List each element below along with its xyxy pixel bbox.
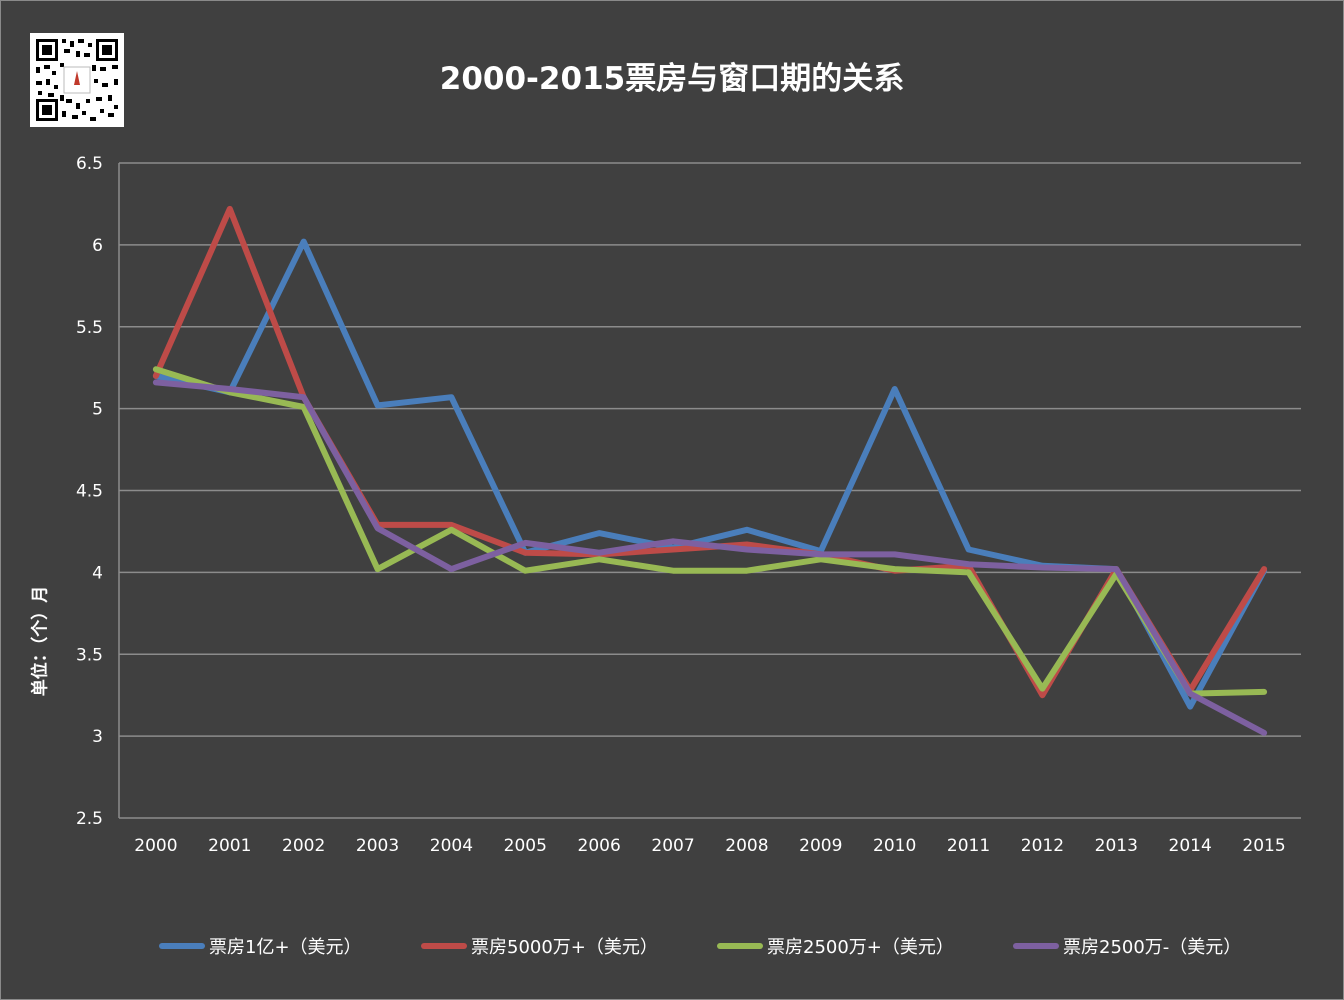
legend-item: 票房2500万-（美元） xyxy=(1013,931,1241,961)
qr-code-icon xyxy=(30,33,124,127)
x-tick-label: 2015 xyxy=(1242,836,1285,856)
legend-swatch xyxy=(159,943,205,949)
x-tick-label: 2012 xyxy=(1021,836,1064,856)
legend-label: 票房1亿+（美元） xyxy=(209,937,362,958)
x-tick-label: 2009 xyxy=(799,836,842,856)
legend-label: 票房5000万+（美元） xyxy=(471,937,658,958)
y-tick-label: 2.5 xyxy=(76,809,103,829)
legend-swatch xyxy=(421,943,467,949)
y-tick-label: 5 xyxy=(92,400,103,420)
y-tick-label: 6 xyxy=(92,236,103,256)
y-tick-label: 3.5 xyxy=(76,645,103,665)
x-tick-label: 2007 xyxy=(651,836,694,856)
x-tick-label: 2014 xyxy=(1169,836,1212,856)
x-tick-label: 2013 xyxy=(1095,836,1138,856)
x-tick-label: 2005 xyxy=(504,836,547,856)
x-tick-label: 2001 xyxy=(208,836,251,856)
legend-label: 票房2500万-（美元） xyxy=(1063,937,1242,958)
chart-legend: 票房1亿+（美元） 票房5000万+（美元） 票房2500万+（美元） 票房2500万… xyxy=(1,931,1343,961)
y-tick-label: 6.5 xyxy=(76,154,103,174)
y-tick-label: 3 xyxy=(92,727,103,747)
x-tick-label: 2011 xyxy=(947,836,990,856)
x-tick-label: 2000 xyxy=(134,836,177,856)
y-tick-label: 4 xyxy=(92,563,103,583)
y-tick-label: 4.5 xyxy=(76,482,103,502)
x-tick-label: 2010 xyxy=(873,836,916,856)
legend-item: 票房2500万+（美元） xyxy=(717,931,954,961)
x-tick-label: 2004 xyxy=(430,836,473,856)
series-line-1 xyxy=(152,238,1268,710)
y-tick-label: 5.5 xyxy=(76,318,103,338)
legend-swatch xyxy=(717,943,763,949)
x-tick-label: 2008 xyxy=(725,836,768,856)
legend-item: 票房1亿+（美元） xyxy=(159,931,362,961)
series-line-4 xyxy=(152,379,1268,736)
legend-label: 票房2500万+（美元） xyxy=(767,937,954,958)
x-tick-label: 2002 xyxy=(282,836,325,856)
chart-title: 2000-2015票房与窗口期的关系 xyxy=(439,61,905,97)
legend-item: 票房5000万+（美元） xyxy=(421,931,658,961)
legend-swatch xyxy=(1013,943,1059,949)
series-line-3 xyxy=(152,366,1268,697)
x-tick-label: 2006 xyxy=(578,836,621,856)
x-tick-label: 2003 xyxy=(356,836,399,856)
